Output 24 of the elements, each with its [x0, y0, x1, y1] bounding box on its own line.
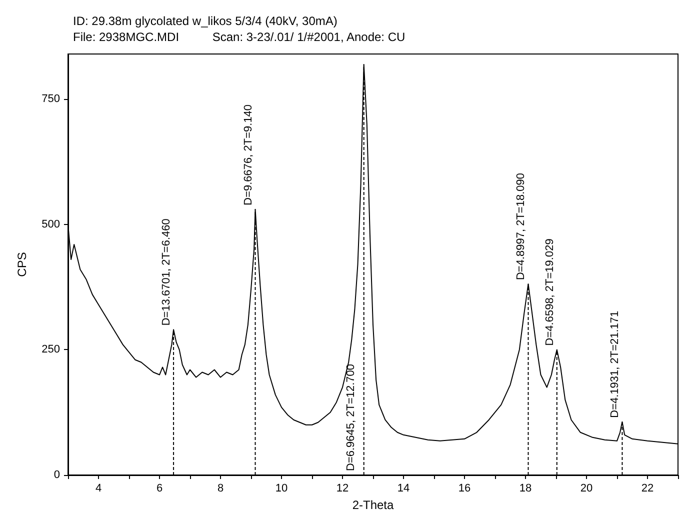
ref-line-label: D=4.1931, 2T=21.171 — [609, 310, 622, 418]
chart-title: ID: 29.38m glycolated w_likos 5/3/4 (40kV, 30mA) — [73, 14, 338, 28]
y-tick-label: 750 — [42, 93, 60, 106]
x-tick-label: 12 — [336, 482, 349, 494]
y-axis-title: CPS — [15, 252, 29, 277]
x-tick-label: 10 — [275, 482, 288, 494]
ref-line-label: D=6.9645, 2T=12.700 — [344, 364, 357, 471]
x-tick-label: 16 — [458, 482, 471, 494]
y-tick-label: 0 — [54, 469, 60, 481]
ref-line-label: D=4.8997, 2T=18.090 — [515, 173, 528, 280]
x-tick-label: 14 — [397, 482, 410, 494]
ref-line-label: D=9.6676, 2T=9.140 — [242, 104, 254, 206]
y-tick-label: 250 — [42, 344, 60, 356]
x-axis-title: 2-Theta — [352, 498, 394, 512]
x-tick-label: 20 — [580, 482, 593, 494]
x-tick-label: 18 — [519, 482, 532, 494]
ref-line-label: D=4.6598, 2T=19.029 — [544, 238, 556, 346]
x-tick-label: 4 — [95, 482, 102, 494]
x-tick-label: 6 — [156, 482, 163, 494]
x-tick-label: 8 — [217, 482, 224, 494]
chart-subtitle: File: 2938MGC.MDI Scan: 3-23/.01/ 1/#2001, Anode: CU — [73, 30, 406, 44]
x-tick-label: 22 — [641, 482, 654, 494]
y-tick-label: 500 — [42, 218, 60, 230]
ref-line-label: D=13.6701, 2T=6.460 — [160, 218, 173, 326]
